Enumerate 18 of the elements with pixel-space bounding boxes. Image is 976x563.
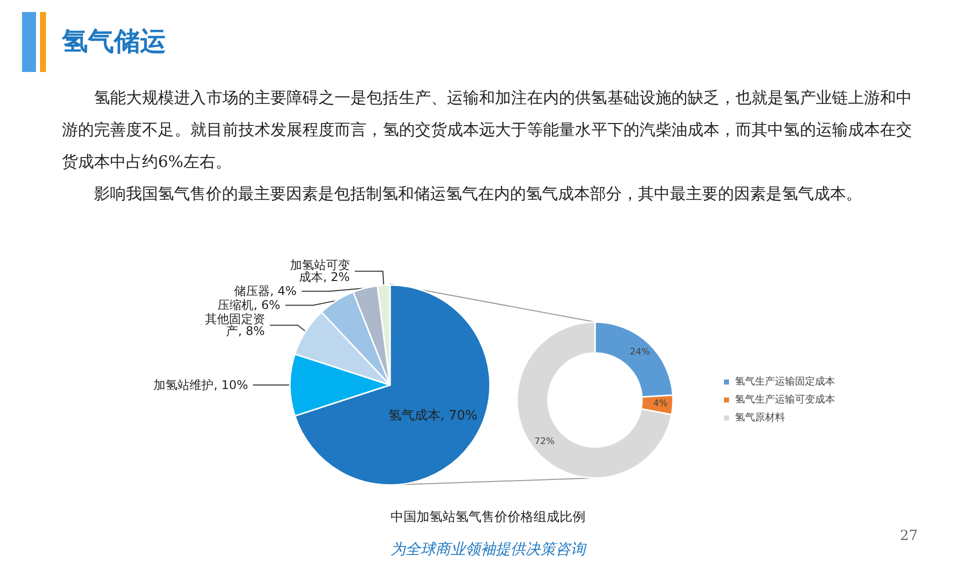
- legend-label: 氢气生产运输可变成本: [735, 394, 835, 406]
- text: 氢能大规模进入市场的主要障碍之一是包括生产、运输和加注在内的供氢基础设施的缺乏，也就是氢产业链上游和中游的完善度不足。就目前技术发展程度而言，氢的交货成本远大于等能量水平下的汽柴油成本，而其中氢的运输成本在交货成本中占约6%左右。: [62, 87, 912, 173]
- data-label: 24%: [630, 347, 650, 358]
- slice-label: 压缩机, 6%: [218, 298, 280, 312]
- text: 影响我国氢气售价的最主要因素是包括制氢和储运氢气在内的氢气成本部分，其中最主要的因素是氢气成本。: [93, 183, 863, 205]
- slice-label: 氢气成本, 70%: [388, 408, 478, 424]
- chart-title: 氢气储运: [62, 26, 166, 59]
- slice-label: 加氢站维护, 10%: [154, 378, 248, 392]
- legend-label: 氢气原材料: [735, 412, 785, 424]
- slice-label: 储压器, 4%: [234, 284, 297, 298]
- legend-label: 氢气生产运输固定成本: [735, 376, 835, 388]
- slice-label: 其他固定资产, 8%: [204, 312, 265, 338]
- data-label: 72%: [534, 436, 555, 447]
- text: 27: [900, 528, 918, 544]
- text: 中国加氢站氢气售价价格组成比例: [390, 509, 586, 526]
- slice-label: 加氢站可变成本, 2%: [290, 258, 350, 284]
- text: 为全球商业领袖提供决策咨询: [390, 540, 586, 558]
- data-label: 4%: [653, 399, 668, 410]
